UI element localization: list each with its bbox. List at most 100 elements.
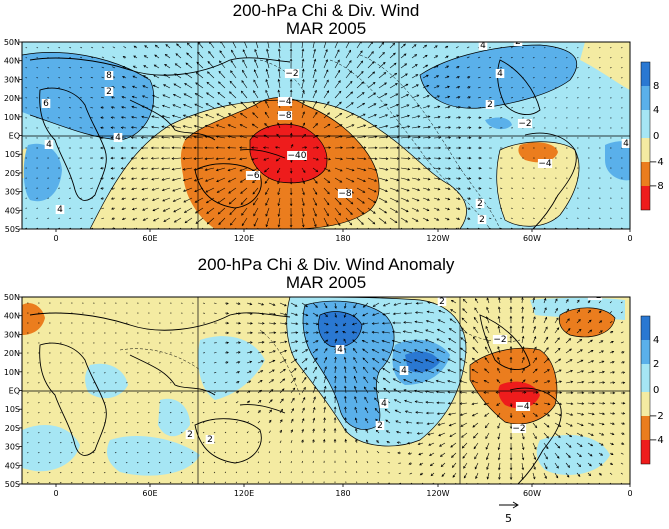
top-panel-title: 200-hPa Chi & Div. Wind bbox=[233, 1, 420, 20]
wind-vector bbox=[156, 227, 160, 229]
wind-vector bbox=[213, 431, 216, 434]
wind-vector bbox=[279, 350, 287, 354]
wind-vector bbox=[323, 69, 329, 79]
wind-vector-head bbox=[265, 89, 268, 93]
wind-vector-head bbox=[579, 454, 582, 458]
wind-vector-head bbox=[382, 303, 386, 307]
wind-vector-head bbox=[182, 167, 186, 171]
wind-vector bbox=[290, 387, 296, 394]
wind-vector bbox=[598, 371, 605, 374]
wind-vector-head bbox=[486, 306, 489, 310]
wind-vector bbox=[132, 75, 138, 79]
wind-vector bbox=[436, 369, 446, 374]
wind-vector-head bbox=[463, 475, 467, 479]
wind-vector-head bbox=[592, 402, 595, 405]
wind-vector bbox=[195, 217, 204, 224]
bottom-lon-labels: 0 60E 120E 180 120W 60W 0 bbox=[53, 489, 632, 498]
wind-vector bbox=[202, 471, 205, 474]
wind-vector-head bbox=[153, 64, 157, 68]
wind-vector bbox=[532, 380, 538, 384]
wind-vector-head bbox=[226, 311, 230, 315]
wind-vector bbox=[565, 412, 573, 416]
wind-vector bbox=[59, 482, 62, 484]
wind-vector-head bbox=[534, 446, 537, 450]
wind-vector bbox=[25, 57, 28, 59]
wind-vector bbox=[312, 90, 317, 99]
top-contour-label: −6 bbox=[246, 171, 260, 181]
wind-vector-head bbox=[486, 297, 489, 301]
wind-vector bbox=[114, 432, 117, 434]
wind-vector bbox=[323, 49, 328, 59]
wind-vector bbox=[36, 227, 39, 229]
bottom-contour-label-bg bbox=[335, 345, 345, 354]
wind-vector-head bbox=[416, 209, 420, 212]
wind-vector-head bbox=[120, 126, 124, 129]
wind-vector bbox=[532, 67, 535, 69]
wind-vector bbox=[477, 107, 481, 109]
wind-vector-head bbox=[436, 328, 440, 332]
wind-vector bbox=[101, 56, 105, 59]
wind-vector bbox=[484, 412, 490, 417]
wind-vector-head bbox=[337, 49, 340, 53]
wind-vector-head bbox=[591, 360, 595, 363]
wind-vector-head bbox=[264, 123, 267, 126]
wind-vector bbox=[364, 397, 369, 404]
wind-vector bbox=[344, 386, 347, 394]
bottom-lat-label: 50N bbox=[4, 293, 20, 302]
wind-vector-head bbox=[227, 146, 231, 150]
bottom-lon-label: 180 bbox=[335, 489, 350, 498]
wind-vector bbox=[278, 79, 281, 89]
wind-vector-head bbox=[289, 78, 293, 82]
wind-vector bbox=[463, 472, 468, 479]
wind-vector bbox=[334, 207, 341, 216]
wind-vector-head bbox=[254, 59, 257, 62]
wind-vector bbox=[362, 331, 369, 334]
wind-vector-head bbox=[509, 404, 513, 408]
wind-vector-head bbox=[438, 126, 441, 129]
wind-vector bbox=[334, 197, 342, 205]
wind-vector bbox=[367, 51, 374, 59]
wind-vector bbox=[252, 101, 259, 109]
wind-vector bbox=[263, 147, 270, 149]
wind-vector bbox=[499, 207, 503, 209]
wind-vector bbox=[257, 481, 259, 484]
wind-vector-head bbox=[484, 414, 487, 417]
wind-vector bbox=[363, 302, 369, 308]
wind-vector bbox=[121, 106, 127, 109]
wind-vector bbox=[620, 462, 624, 465]
wind-vector bbox=[125, 402, 128, 404]
wind-vector bbox=[510, 47, 513, 49]
wind-vector bbox=[477, 197, 481, 199]
wind-vector-head bbox=[428, 443, 432, 446]
wind-vector bbox=[161, 126, 171, 129]
wind-vector bbox=[565, 47, 568, 49]
wind-vector bbox=[268, 322, 276, 324]
wind-vector-head bbox=[622, 391, 626, 395]
bottom-lat-label: 30S bbox=[5, 443, 20, 452]
wind-vector bbox=[387, 462, 391, 464]
wind-vector-head bbox=[121, 217, 125, 220]
wind-vector-head bbox=[343, 323, 346, 327]
wind-vector-head bbox=[509, 335, 513, 339]
wind-vector-head bbox=[348, 60, 352, 63]
wind-vector-head bbox=[396, 114, 400, 118]
wind-vector-head bbox=[436, 412, 440, 415]
wind-vector bbox=[151, 137, 160, 139]
wind-vector bbox=[532, 452, 536, 460]
wind-vector-head bbox=[339, 180, 343, 183]
wind-vector bbox=[92, 422, 95, 424]
wind-vector-head bbox=[239, 124, 243, 127]
wind-vector bbox=[400, 157, 410, 159]
wind-vector bbox=[471, 392, 479, 394]
wind-vector-head bbox=[486, 476, 490, 480]
wind-vector-head bbox=[277, 214, 281, 217]
wind-vector-head bbox=[415, 74, 419, 77]
wind-vector bbox=[334, 217, 341, 226]
wind-vector bbox=[81, 422, 84, 424]
wind-vector-head bbox=[230, 222, 233, 226]
wind-vector bbox=[235, 481, 238, 484]
wind-vector-head bbox=[425, 349, 428, 352]
wind-vector bbox=[543, 337, 549, 344]
wind-vector-head bbox=[231, 233, 233, 235]
